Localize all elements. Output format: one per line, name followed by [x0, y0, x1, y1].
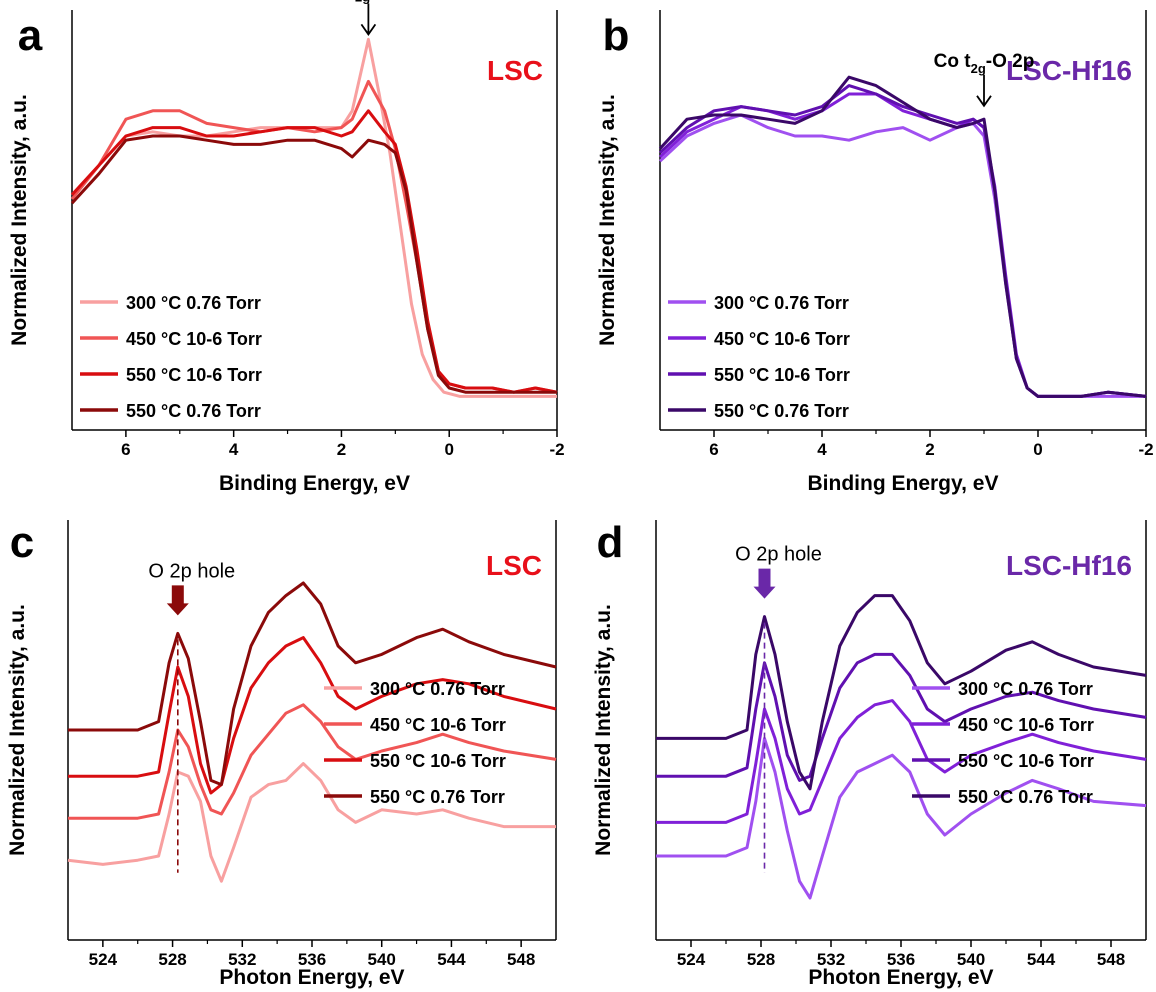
x-tick-label: 2	[925, 440, 934, 459]
series-line-1	[656, 736, 1147, 900]
x-tick-label: 536	[887, 950, 915, 969]
x-tick-label: 528	[158, 950, 186, 969]
x-tick-label: 548	[1097, 950, 1125, 969]
x-tick-label: -2	[1138, 440, 1153, 459]
y-axis-label: Normalized Intensity, a.u.	[596, 94, 619, 346]
x-tick-label: 544	[1027, 950, 1056, 969]
x-axis-label: Photon Energy, eV	[219, 966, 404, 989]
x-axis-label: Photon Energy, eV	[808, 966, 993, 989]
series-group	[67, 581, 557, 883]
x-tick-label: 532	[228, 950, 256, 969]
legend-label: 300 °C 0.76 Torr	[958, 679, 1093, 699]
x-tick-label: 6	[121, 440, 130, 459]
legend-label: 550 °C 0.76 Torr	[370, 787, 505, 807]
panel-label: d	[597, 518, 624, 567]
panel-d: 524 528 532 536 540 544 548 Photon Energy, eV No…	[592, 518, 1147, 989]
sample-label: LSC	[487, 55, 543, 86]
x-tick-label: 2	[337, 440, 346, 459]
series-group	[656, 594, 1147, 900]
sample-label: LSC	[486, 550, 542, 581]
annotation-arrow-head	[360, 23, 377, 36]
annotation-text: O 2p hole	[148, 560, 235, 582]
series-line-2	[656, 699, 1147, 824]
legend-label: 300 °C 0.76 Torr	[714, 293, 849, 313]
annotation-arrow	[166, 585, 189, 616]
series-line-1	[658, 113, 1146, 398]
panel-a: 6 4 2 0 -2 Binding Energy, eV Normalized Inten…	[8, 0, 565, 495]
legend-label: 550 °C 10-6 Torr	[714, 365, 850, 385]
x-tick-label: 544	[437, 950, 466, 969]
series-line-2	[658, 92, 1147, 398]
legend-label: 450 °C 10-6 Torr	[714, 329, 850, 349]
panel-label: b	[603, 11, 630, 60]
legend-label: 450 °C 10-6 Torr	[958, 715, 1094, 735]
sample-label: LSC-Hf16	[1006, 550, 1132, 581]
x-tick-label: 4	[817, 440, 827, 459]
legend-label: 550 °C 10-6 Torr	[126, 365, 262, 385]
x-tick-label: 548	[507, 950, 535, 969]
legend-label: 450 °C 10-6 Torr	[126, 329, 262, 349]
x-tick-label: 0	[444, 440, 453, 459]
x-tick-label: 0	[1033, 440, 1042, 459]
annotation-arrow-head	[976, 95, 992, 108]
legend-label: 300 °C 0.76 Torr	[370, 679, 505, 699]
legend-label: 550 °C 0.76 Torr	[958, 787, 1093, 807]
legend-label: 550 °C 10-6 Torr	[958, 751, 1094, 771]
series-line-3	[658, 84, 1147, 398]
series-line-4	[658, 75, 1147, 398]
sample-label: LSC-Hf16	[1006, 55, 1132, 86]
series-line-4	[656, 594, 1147, 791]
x-tick-label: 524	[677, 950, 706, 969]
legend-label: 450 °C 10-6 Torr	[370, 715, 506, 735]
x-tick-label: 528	[747, 950, 775, 969]
annotation-text: O 2p hole	[735, 544, 822, 566]
x-tick-label: 532	[817, 950, 845, 969]
annotation-arrow	[753, 568, 776, 599]
x-tick-label: 540	[368, 950, 396, 969]
x-tick-label: -2	[549, 440, 564, 459]
x-tick-label: 524	[89, 950, 118, 969]
series-group	[658, 75, 1147, 398]
panel-label: c	[10, 518, 34, 567]
series-line-3	[68, 636, 557, 795]
x-axis-label: Binding Energy, eV	[808, 472, 999, 495]
x-tick-label: 6	[709, 440, 718, 459]
series-line-3	[70, 109, 558, 394]
x-tick-label: 540	[957, 950, 985, 969]
series-line-3	[656, 652, 1147, 782]
panel-c: 524 528 532 536 540 544 548 Photon Energy, eV No…	[6, 518, 557, 989]
annotation-text: Co t2g-O 2p	[934, 51, 1035, 76]
annotation-text: Co t2g-O 2p	[318, 0, 419, 4]
legend-label: 550 °C 0.76 Torr	[714, 401, 849, 421]
legend-label: 550 °C 10-6 Torr	[370, 751, 506, 771]
series-line-2	[68, 703, 557, 820]
series-line-4	[68, 581, 557, 787]
panel-label: a	[18, 11, 43, 60]
legend-label: 550 °C 0.76 Torr	[126, 401, 261, 421]
y-axis-label: Normalized Intensity, a.u.	[592, 604, 615, 856]
y-axis-label: Normalized Intensity, a.u.	[6, 604, 29, 856]
y-axis-label: Normalized Intensity, a.u.	[8, 94, 31, 346]
series-line-4	[70, 134, 557, 394]
x-tick-label: 4	[229, 440, 239, 459]
panel-b: 6 4 2 0 -2 Binding Energy, eV Normalized Inten…	[596, 10, 1154, 495]
series-group	[70, 37, 558, 398]
series-line-1	[67, 762, 556, 883]
x-tick-label: 536	[298, 950, 326, 969]
legend-label: 300 °C 0.76 Torr	[126, 293, 261, 313]
x-axis-label: Binding Energy, eV	[219, 472, 410, 495]
